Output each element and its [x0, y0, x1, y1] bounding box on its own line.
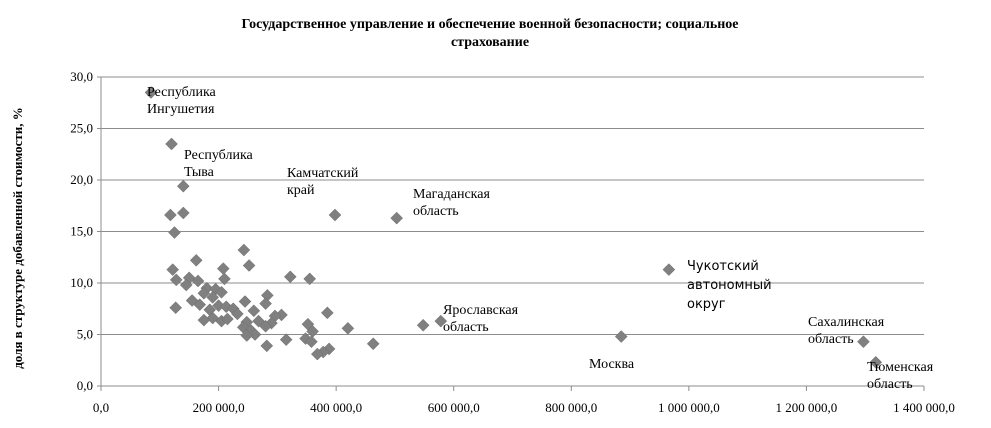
annotation-1-line-1: Тыва: [184, 165, 215, 180]
data-point-68: [869, 355, 883, 369]
data-point-0: [144, 86, 158, 99]
data-point-33: [169, 301, 183, 315]
data-point-20: [179, 278, 193, 292]
annotation-6-line-0: Москва: [589, 357, 635, 372]
annotation-5: Ярославская область: [443, 303, 519, 335]
annotation-0-line-0: Республика: [147, 85, 217, 100]
data-point-56: [248, 328, 262, 341]
x-tick-labels: 0,0 200 000,0 400 000,0 600 000,0 800 000,0 1…: [93, 400, 955, 415]
x-tick-label-7: 1 400 000,0: [893, 400, 955, 415]
chart-title: Государственное управление и обеспечение…: [241, 17, 738, 50]
data-points: [144, 86, 883, 369]
data-point-31: [212, 299, 225, 313]
data-point-36: [247, 304, 261, 318]
data-point-58: [614, 330, 628, 343]
data-point-5: [168, 226, 181, 239]
data-point-38: [231, 307, 244, 321]
annotation-4: Чукотский автономный округ: [687, 259, 772, 312]
annotation-2-line-1: край: [287, 183, 315, 198]
data-point-62: [366, 337, 380, 351]
annotation-7-line-0: Сахалинская: [808, 315, 885, 330]
data-point-23: [215, 285, 228, 299]
data-point-65: [857, 335, 870, 349]
data-point-16: [218, 272, 231, 286]
data-point-17: [169, 273, 183, 287]
gridlines: [97, 76, 925, 391]
x-tick-label-3: 600 000,0: [428, 400, 480, 415]
annotation-1: Республика Тыва: [184, 148, 254, 180]
y-tick-label-6: 30,0: [70, 69, 93, 84]
annotation-2-line-0: Камчатский: [287, 166, 359, 181]
data-point-7: [390, 211, 404, 225]
y-tick-labels: 0,0 5,0 10,0 15,0 20,0 25,0 30,0: [70, 69, 93, 393]
data-point-44: [221, 312, 234, 326]
data-point-18: [283, 270, 297, 284]
x-tick-label-6: 1 200 000,0: [776, 400, 838, 415]
y-tick-label-3: 15,0: [70, 224, 93, 239]
data-point-11: [216, 262, 230, 275]
annotation-3-line-0: Магаданская: [413, 187, 490, 202]
data-point-52: [259, 319, 272, 333]
data-point-63: [260, 339, 274, 353]
annotation-7: Сахалинская область: [808, 315, 885, 347]
data-point-60: [279, 333, 293, 347]
annotations: Республика Ингушетия Республика Тыва Камчатс…: [147, 85, 934, 392]
chart-title-line-1: Государственное управление и обеспечение…: [241, 17, 738, 32]
data-point-30: [193, 298, 207, 311]
data-point-53: [341, 321, 355, 335]
y-tick-label-5: 25,0: [70, 121, 93, 136]
data-point-26: [206, 291, 220, 304]
annotation-4-line-2: округ: [687, 297, 726, 312]
annotation-6: Москва: [589, 357, 635, 372]
data-point-50: [416, 318, 430, 332]
annotation-7-line-1: область: [808, 332, 854, 347]
data-point-4: [176, 206, 190, 220]
data-point-67: [310, 347, 324, 361]
annotation-2: Камчатский край: [287, 166, 359, 198]
data-point-24: [197, 286, 211, 300]
data-point-6: [328, 208, 342, 222]
data-point-10: [242, 259, 256, 272]
x-tick-label-4: 800 000,0: [545, 400, 597, 415]
y-axis-label: доля в структуре добавленной стоимости, …: [10, 107, 25, 369]
annotation-3: Магаданская область: [413, 187, 490, 219]
data-point-1: [165, 137, 178, 151]
annotation-8-line-0: Тюменская: [867, 360, 934, 375]
data-point-13: [662, 263, 676, 276]
data-point-57: [240, 329, 254, 342]
x-tick-label-2: 400 000,0: [310, 400, 362, 415]
annotation-4-line-0: Чукотский: [687, 259, 759, 274]
x-tick-label-5: 1 000 000,0: [658, 400, 720, 415]
y-tick-label-4: 20,0: [70, 172, 93, 187]
data-point-28: [238, 295, 252, 308]
x-tick-label-1: 200 000,0: [193, 400, 245, 415]
data-point-12: [166, 263, 180, 276]
data-point-37: [320, 306, 334, 320]
data-point-8: [237, 243, 251, 257]
data-point-61: [305, 335, 318, 349]
chart-title-line-2: страхование: [451, 35, 529, 50]
y-tick-label-1: 5,0: [77, 327, 93, 342]
data-point-42: [197, 313, 211, 327]
annotation-3-line-1: область: [413, 204, 459, 219]
annotation-5-line-1: область: [443, 320, 489, 335]
data-point-29: [259, 297, 272, 310]
annotation-0-line-1: Ингушетия: [147, 102, 215, 117]
data-point-9: [189, 253, 203, 267]
y-tick-label-2: 10,0: [70, 275, 93, 290]
annotation-8-line-1: область: [867, 377, 913, 392]
data-point-3: [164, 208, 177, 222]
annotation-8: Тюменская область: [867, 360, 934, 392]
annotation-5-line-0: Ярославская: [443, 303, 519, 318]
annotation-4-line-1: автономный: [687, 278, 772, 293]
data-point-19: [303, 272, 317, 286]
data-point-49: [434, 314, 448, 328]
y-tick-label-0: 0,0: [77, 378, 93, 393]
x-tick-label-0: 0,0: [93, 400, 109, 415]
annotation-1-line-0: Республика: [184, 148, 254, 163]
annotation-0: Республика Ингушетия: [147, 85, 217, 117]
data-point-2: [176, 179, 190, 193]
data-point-15: [191, 274, 205, 288]
